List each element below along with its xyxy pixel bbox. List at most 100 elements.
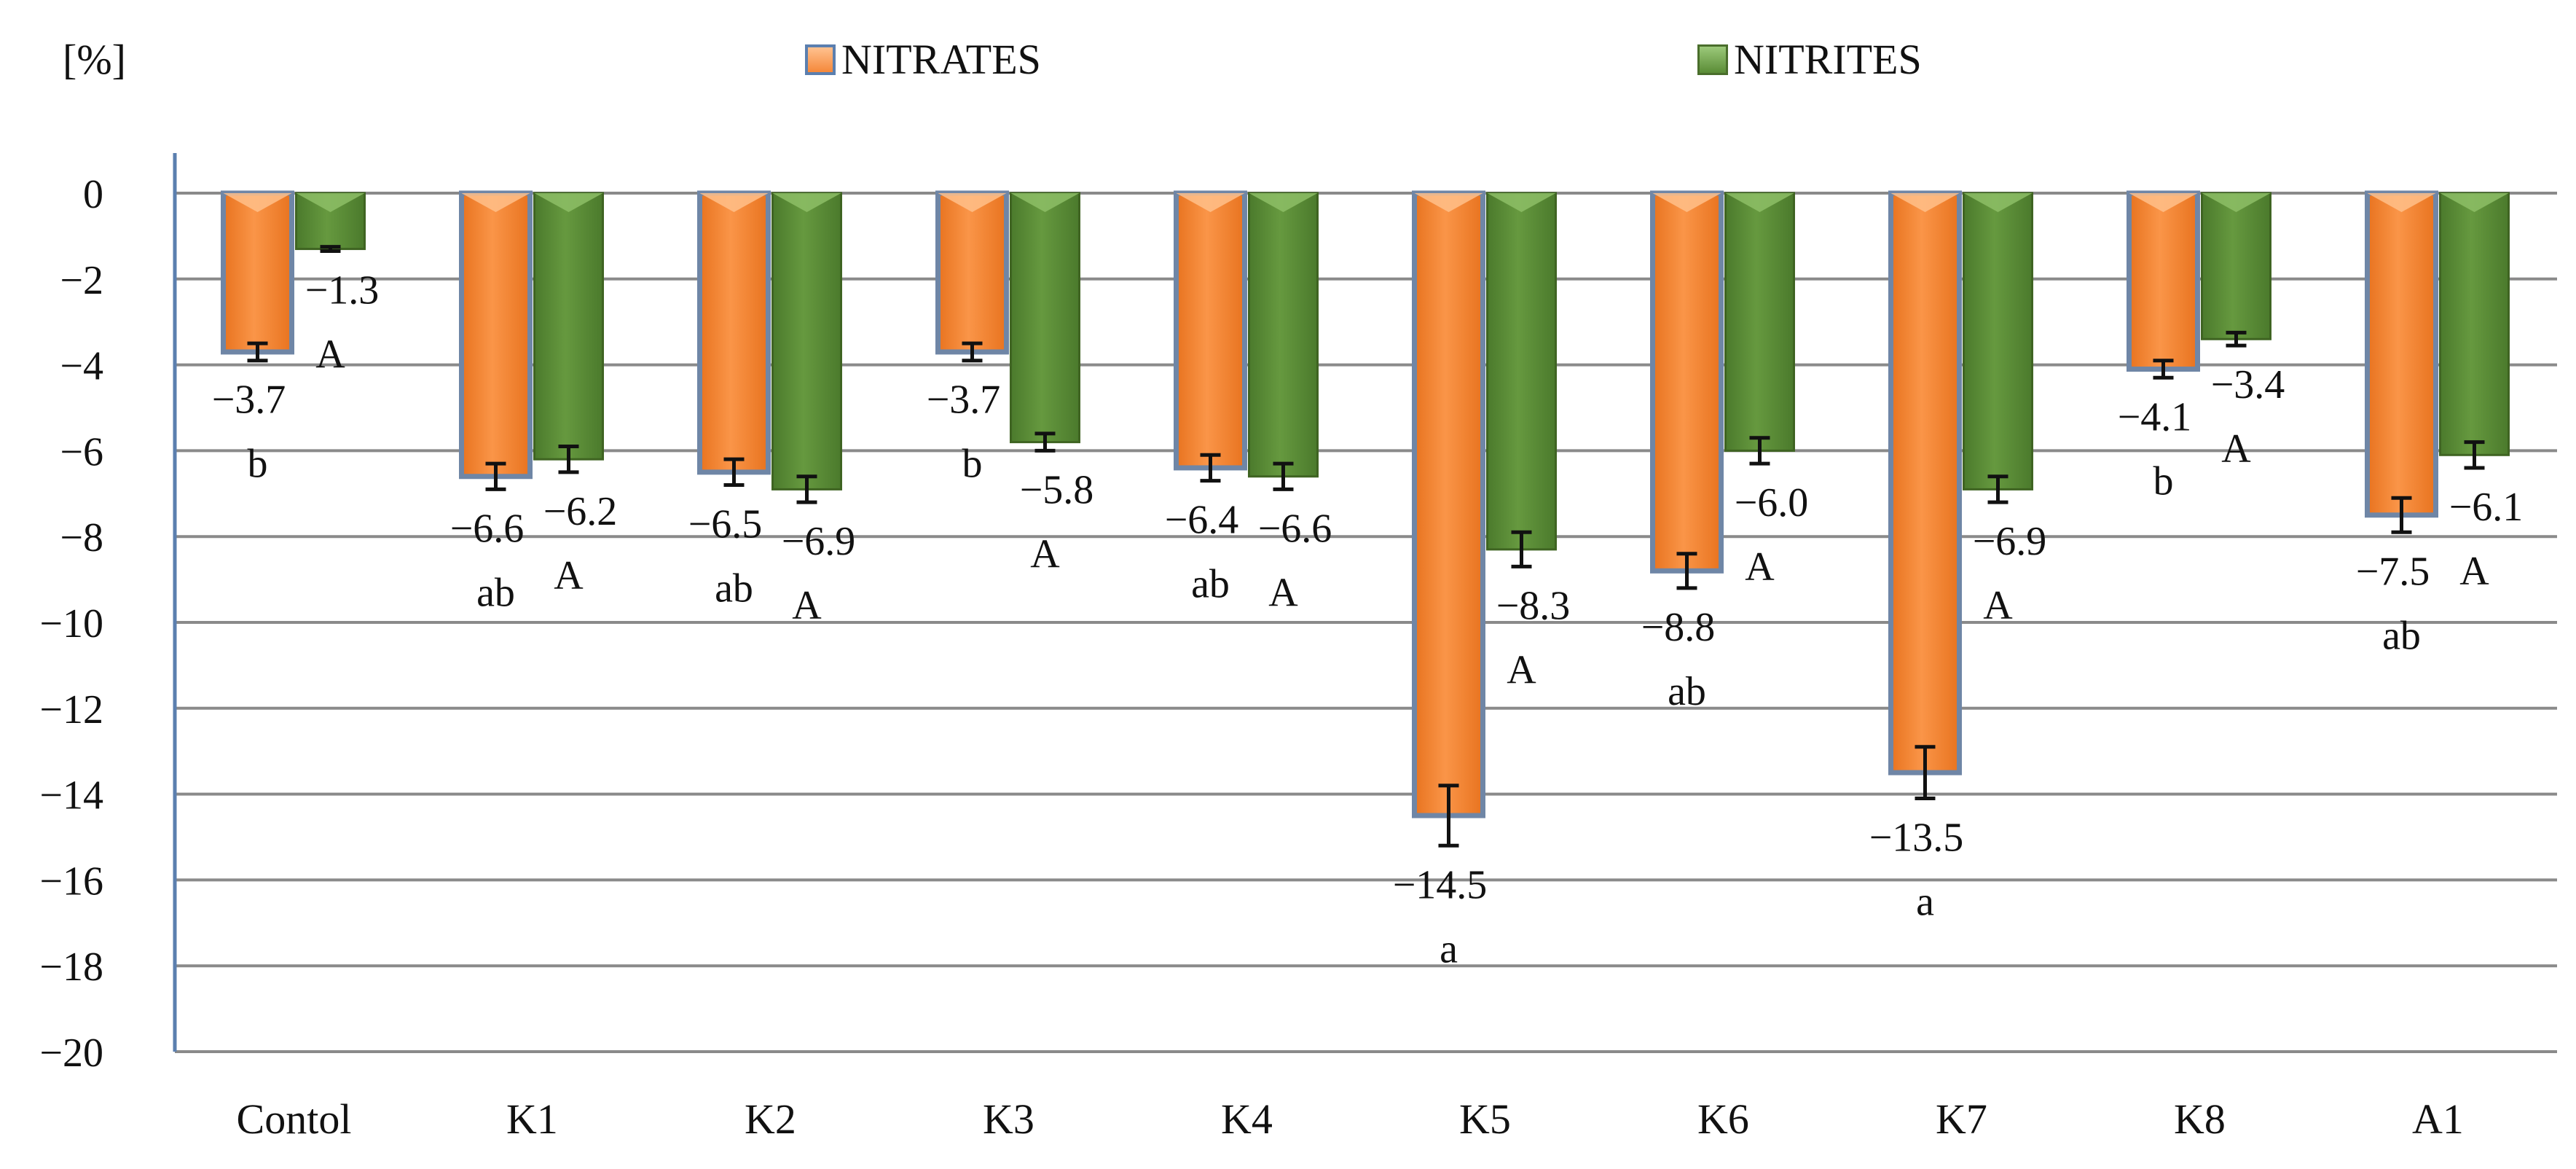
nitrates-significance-letter: b — [962, 442, 983, 487]
nitrates-significance-letter: ab — [1191, 562, 1230, 607]
nitrites-significance-letter: A — [554, 553, 584, 598]
nitrites-significance-letter: A — [1268, 570, 1298, 615]
nitrates-error-bar — [1676, 552, 1697, 590]
y-tick-label: −14 — [39, 773, 103, 818]
nitrates-error-bar — [723, 457, 745, 488]
nitrites-bar-bevel — [1725, 193, 1794, 212]
nitrates-bar-bevel — [1652, 193, 1721, 212]
x-tick-label: K8 — [2174, 1095, 2226, 1143]
nitrites-significance-letter: A — [2459, 549, 2489, 594]
nitrites-bar-bevel — [534, 193, 603, 212]
nitrites-error-bar — [320, 245, 341, 254]
x-tick-label: K4 — [1221, 1095, 1273, 1143]
legend-item-nitrites: NITRITES — [1697, 35, 1922, 84]
nitrites-value-label: −6.1 — [2449, 485, 2524, 530]
nitrates-significance-letter: a — [1440, 926, 1458, 971]
nitrates-bar-bevel — [2367, 193, 2436, 212]
nitrates-bar-bevel — [699, 193, 769, 212]
nitrates-bar — [459, 190, 533, 480]
x-tick-label: K1 — [506, 1095, 558, 1143]
nitrites-bar-bevel — [296, 193, 365, 212]
nitrates-bar-bevel — [461, 193, 530, 212]
nitrites-bar-bevel — [2202, 193, 2271, 212]
y-tick-label: −16 — [39, 859, 103, 904]
y-axis-ticks: 0 −2 −4 −6 −8 −10 −12 −14 −16 −18 −20 — [39, 172, 103, 1076]
nitrites-significance-letter: A — [792, 583, 822, 628]
nitrates-value-label: −6.5 — [688, 502, 763, 547]
nitrites-error-bar — [1511, 530, 1532, 568]
nitrites-error-bar — [2226, 330, 2247, 348]
nitrates-value-label: −3.7 — [927, 378, 1001, 423]
nitrites-error-bar — [1987, 474, 2008, 504]
x-tick-label: Contol — [237, 1095, 352, 1143]
bars — [221, 190, 2510, 848]
nitrites-value-label: −6.6 — [1258, 506, 1332, 551]
nitrates-significance-letter: ab — [2382, 613, 2421, 658]
nitrates-error-bar — [962, 341, 983, 363]
y-tick-label: −18 — [39, 945, 103, 990]
x-tick-label: A1 — [2412, 1095, 2464, 1143]
x-tick-label: K7 — [1936, 1095, 1987, 1143]
nitrates-error-bar — [1438, 783, 1459, 848]
nitrates-error-bar — [2391, 496, 2412, 534]
nitrates-significance-letter: a — [1916, 879, 1934, 924]
nitrates-significance-letter: b — [2153, 458, 2174, 504]
nitrates-bar — [935, 190, 1009, 355]
nitrates-bar — [1412, 190, 1485, 818]
nitrites-error-bar — [558, 445, 579, 474]
nitrites-significance-letter: A — [2221, 426, 2251, 472]
nitrates-value-label: −6.6 — [450, 506, 525, 551]
nitrites-bar — [1248, 192, 1319, 478]
x-tick-label: K5 — [1459, 1095, 1511, 1143]
nitrites-error-bar — [2464, 440, 2485, 470]
x-tick-label: K2 — [745, 1095, 796, 1143]
nitrates-value-label: −6.4 — [1165, 498, 1239, 543]
nitrates-error-bar — [247, 341, 268, 363]
nitrates-value-label: −7.5 — [2356, 549, 2430, 594]
nitrites-value-label: −1.3 — [305, 268, 380, 313]
nitrates-error-bar — [1915, 745, 1936, 800]
nitrates-error-bar — [2153, 359, 2174, 380]
nitrates-value-label: −3.7 — [212, 378, 286, 423]
nitrites-bar — [1486, 192, 1557, 551]
nitrites-bar — [2201, 192, 2271, 340]
nitrates-bar-bevel — [1176, 193, 1245, 212]
nitrites-value-label: −3.4 — [2211, 362, 2285, 407]
data-labels: Contol−3.7b−1.3AK1−6.6ab−6.2AK2−6.5ab−6.… — [212, 268, 2524, 1143]
nitrites-bar-bevel — [1963, 193, 2033, 212]
nitrites-value-label: −6.0 — [1735, 480, 1809, 525]
nitrites-error-bar — [1749, 436, 1770, 466]
nitrites-error-bar — [796, 474, 817, 504]
nitrates-significance-letter: ab — [715, 566, 753, 611]
nitrates-significance-letter: b — [248, 442, 268, 487]
nitrates-bar-bevel — [1414, 193, 1483, 212]
y-tick-label: −2 — [60, 258, 103, 303]
nitrates-bar — [1174, 190, 1247, 471]
nitrites-bar — [1963, 192, 2033, 490]
legend-label-nitrates: NITRATES — [841, 36, 1041, 83]
x-tick-label: K3 — [983, 1095, 1034, 1143]
grid-lines — [175, 192, 2557, 1053]
y-axis-unit-label: [%] — [63, 36, 126, 83]
x-tick-label: K6 — [1697, 1095, 1749, 1143]
nitrites-bar-bevel — [1487, 193, 1556, 212]
nitrates-value-label: −8.8 — [1641, 605, 1716, 650]
nitrites-value-label: −6.9 — [1973, 519, 2047, 564]
nitrates-error-bar — [485, 461, 506, 491]
nitrites-value-label: −8.3 — [1496, 583, 1571, 628]
y-tick-label: −6 — [60, 429, 103, 474]
nitrates-bar — [697, 190, 771, 475]
y-tick-label: −20 — [39, 1031, 103, 1076]
nitrites-error-bar — [1034, 431, 1056, 453]
legend-label-nitrites: NITRITES — [1734, 36, 1922, 83]
nitrates-bar-bevel — [223, 193, 292, 212]
nitrates-legend-swatch — [805, 44, 836, 75]
nitrites-bar — [533, 192, 604, 461]
nitrates-error-bar — [1200, 453, 1221, 483]
nitrites-bar-bevel — [1249, 193, 1318, 212]
nitrites-legend-swatch — [1697, 44, 1728, 75]
nitrates-bar — [2127, 190, 2200, 372]
nitrates-bar — [1650, 190, 1724, 574]
nitrites-bar — [1010, 192, 1080, 444]
y-tick-label: 0 — [83, 172, 103, 217]
